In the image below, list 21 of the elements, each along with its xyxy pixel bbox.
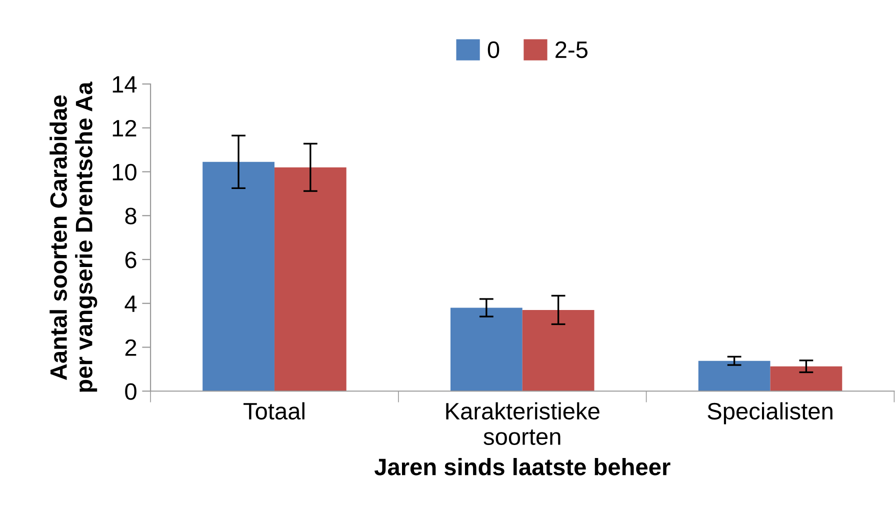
bar bbox=[770, 366, 842, 392]
y-tick-label: 12 bbox=[112, 120, 136, 136]
y-axis-title: Aantal soorten Carabidae per vangserie Drentsche Aa bbox=[50, 82, 98, 392]
legend-label: 2-5 bbox=[556, 41, 588, 58]
bar bbox=[698, 360, 770, 392]
legend-label: 0 bbox=[488, 41, 500, 58]
x-axis-title: Jaren sinds laatste beheer bbox=[374, 458, 670, 476]
bar bbox=[274, 167, 346, 392]
x-tick-label: Specialisten bbox=[708, 402, 832, 424]
bar bbox=[202, 162, 274, 392]
y-tick-label: 6 bbox=[125, 252, 136, 268]
y-tick-label: 10 bbox=[112, 164, 136, 181]
y-tick-label: 2 bbox=[125, 339, 136, 356]
x-tick-label: Totaal bbox=[244, 402, 304, 420]
y-tick-label: 8 bbox=[125, 208, 136, 224]
y-tick-label: 0 bbox=[125, 383, 136, 400]
bar bbox=[522, 310, 594, 392]
x-tick-label: Karakteristieke soorten bbox=[446, 402, 600, 446]
y-tick-label: 4 bbox=[124, 296, 137, 312]
bar bbox=[450, 308, 522, 392]
y-tick-label: 14 bbox=[112, 76, 137, 93]
